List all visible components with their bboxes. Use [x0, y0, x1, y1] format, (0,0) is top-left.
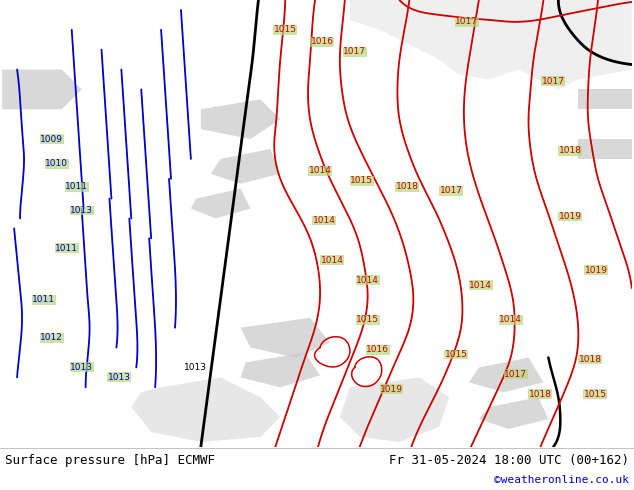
Text: 1018: 1018 [396, 182, 419, 191]
Text: 1014: 1014 [309, 166, 332, 175]
Text: ©weatheronline.co.uk: ©weatheronline.co.uk [494, 475, 629, 485]
Text: 1016: 1016 [311, 37, 333, 46]
Text: 1014: 1014 [499, 315, 522, 324]
Text: 1018: 1018 [579, 355, 602, 364]
Text: 1012: 1012 [41, 333, 63, 342]
Polygon shape [350, 0, 632, 89]
Polygon shape [578, 89, 632, 109]
Polygon shape [201, 99, 280, 139]
Text: 1014: 1014 [320, 256, 344, 265]
Text: 1018: 1018 [529, 390, 552, 399]
Polygon shape [2, 70, 82, 109]
Text: 1010: 1010 [45, 159, 68, 169]
Text: 1017: 1017 [504, 370, 527, 379]
Text: 1013: 1013 [70, 363, 93, 372]
Polygon shape [210, 149, 280, 184]
Text: 1017: 1017 [439, 186, 463, 195]
Text: 1018: 1018 [559, 147, 582, 155]
Polygon shape [578, 139, 632, 159]
Polygon shape [191, 189, 250, 219]
Text: 1016: 1016 [366, 345, 389, 354]
Text: 1011: 1011 [55, 244, 78, 253]
Text: 1011: 1011 [65, 182, 88, 191]
Text: 1017: 1017 [542, 77, 565, 86]
Text: Surface pressure [hPa] ECMWF: Surface pressure [hPa] ECMWF [5, 454, 215, 467]
Text: 1015: 1015 [583, 390, 607, 399]
Text: 1014: 1014 [356, 275, 379, 285]
Text: 1015: 1015 [444, 350, 467, 359]
Text: 1019: 1019 [585, 266, 607, 274]
Text: 1014: 1014 [469, 280, 492, 290]
Text: 1013: 1013 [70, 206, 93, 215]
Text: Fr 31-05-2024 18:00 UTC (00+162): Fr 31-05-2024 18:00 UTC (00+162) [389, 454, 629, 467]
Text: 1013: 1013 [108, 373, 131, 382]
Text: 1017: 1017 [455, 17, 479, 26]
Text: 1019: 1019 [380, 385, 403, 394]
Text: 1017: 1017 [343, 47, 366, 56]
Polygon shape [340, 377, 449, 442]
Text: 1009: 1009 [41, 135, 63, 144]
Text: 1014: 1014 [313, 216, 335, 225]
Text: 1015: 1015 [274, 25, 297, 34]
Polygon shape [131, 377, 280, 442]
Text: 1013: 1013 [184, 363, 207, 372]
Polygon shape [469, 358, 543, 392]
Text: 1011: 1011 [32, 295, 55, 304]
Polygon shape [240, 318, 330, 358]
Text: 1015: 1015 [356, 315, 379, 324]
Text: 1019: 1019 [559, 212, 582, 221]
Polygon shape [240, 352, 320, 387]
Text: 1015: 1015 [350, 176, 373, 185]
Polygon shape [479, 397, 548, 429]
